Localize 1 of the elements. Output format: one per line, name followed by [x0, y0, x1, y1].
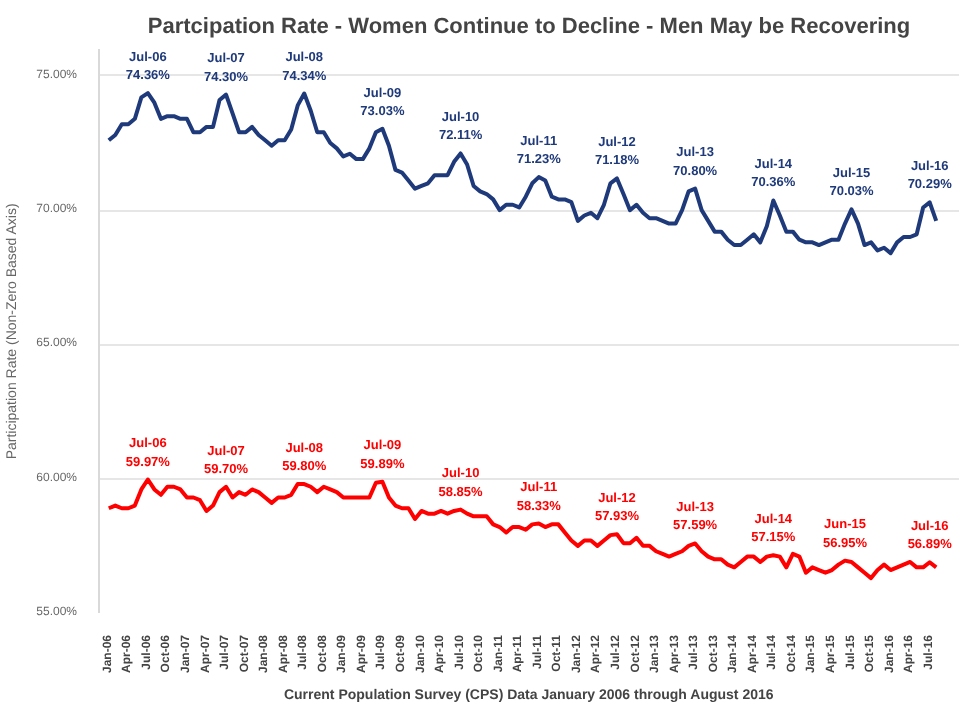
- chart-title: Partcipation Rate - Women Continue to Decline - Men May be Recovering: [147, 15, 911, 39]
